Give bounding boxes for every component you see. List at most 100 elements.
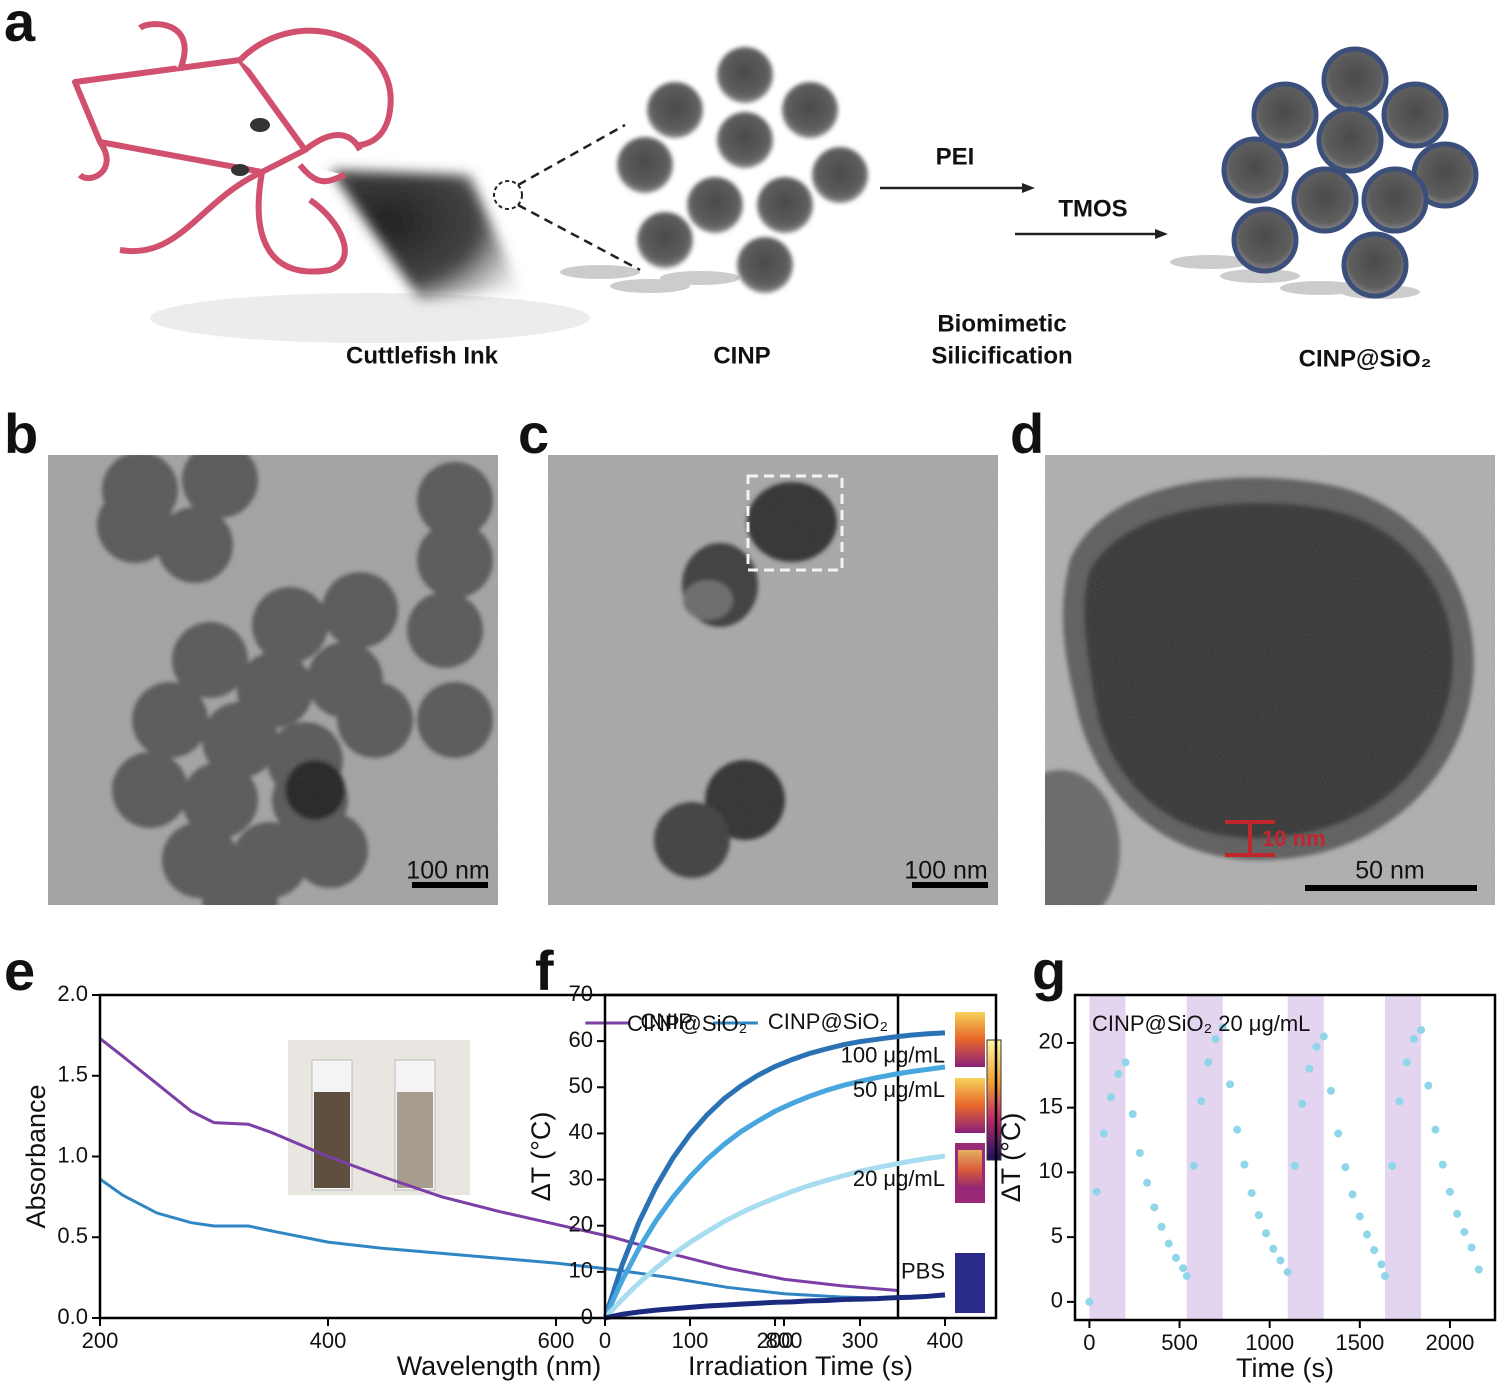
coated-particle xyxy=(1341,231,1409,299)
shadow xyxy=(660,271,740,285)
x-tick-label: 0 xyxy=(599,1328,611,1353)
particle xyxy=(812,147,868,203)
silica-particles xyxy=(1170,46,1479,299)
panel-label: a xyxy=(4,0,36,53)
particle xyxy=(687,177,743,233)
laser-on-span xyxy=(1089,995,1126,1320)
series-label: 20 μg/mL xyxy=(853,1166,945,1191)
data-line xyxy=(602,1030,946,1319)
data-line xyxy=(604,1292,946,1321)
y-tick-label: 10 xyxy=(1039,1158,1063,1183)
data-point xyxy=(1121,1058,1130,1067)
reaction-arrows xyxy=(880,183,1168,239)
schematic-label: CINP xyxy=(713,342,770,369)
data-point xyxy=(1254,1211,1263,1220)
particle xyxy=(617,137,673,193)
cinp-particles xyxy=(560,47,868,293)
coated-particle xyxy=(1251,81,1319,149)
particle xyxy=(737,237,793,293)
coated-particle xyxy=(1321,46,1389,114)
data-point xyxy=(1377,1260,1386,1269)
y-tick-label: 5 xyxy=(1051,1223,1063,1248)
scale-bar-label: 50 nm xyxy=(1355,857,1424,885)
y-tick-label: 0.0 xyxy=(57,1304,88,1329)
data-point xyxy=(1363,1230,1372,1239)
x-tick-label: 1500 xyxy=(1335,1330,1384,1355)
y-tick-label: 30 xyxy=(569,1165,593,1190)
coated-particle xyxy=(1381,81,1449,149)
schematic-label: Biomimetic xyxy=(937,310,1066,337)
data-point xyxy=(1269,1244,1278,1253)
shell-label: 10 nm xyxy=(1262,826,1326,851)
data-point xyxy=(1438,1160,1447,1169)
tem-image xyxy=(48,455,498,905)
schematic-label: TMOS xyxy=(1058,195,1127,222)
data-point xyxy=(1179,1264,1188,1273)
data-point xyxy=(1099,1129,1108,1138)
shadow xyxy=(1280,281,1360,295)
shadow xyxy=(1170,255,1250,269)
data-point xyxy=(1467,1243,1476,1252)
data-point xyxy=(1211,1035,1220,1044)
y-tick-label: 40 xyxy=(569,1119,593,1144)
panel-label: d xyxy=(1010,402,1044,465)
data-line xyxy=(99,1177,899,1301)
panel-label: b xyxy=(4,402,38,465)
series-label: 100 μg/mL xyxy=(841,1043,945,1068)
shadow xyxy=(560,265,640,279)
data-point xyxy=(1326,1086,1335,1095)
y-tick-label: 0 xyxy=(581,1304,593,1329)
data-point xyxy=(1247,1189,1256,1198)
y-tick-label: 60 xyxy=(569,1027,593,1052)
data-point xyxy=(1312,1042,1321,1051)
laser-on-span xyxy=(1385,995,1422,1320)
data-point xyxy=(1409,1035,1418,1044)
y-tick-label: 20 xyxy=(1039,1029,1063,1054)
scale-bar xyxy=(912,882,988,888)
scale-bar xyxy=(1305,885,1477,891)
data-point xyxy=(1402,1058,1411,1067)
data-point xyxy=(1298,1099,1307,1108)
data-point xyxy=(1334,1129,1343,1138)
data-point xyxy=(1370,1246,1379,1255)
schematic-label: PEI xyxy=(936,143,975,170)
panel-label: f xyxy=(535,939,554,1002)
data-point xyxy=(1424,1081,1433,1090)
coated-particle xyxy=(1221,136,1289,204)
data-point xyxy=(1319,1032,1328,1041)
laser-on-span xyxy=(1186,995,1223,1320)
x-axis-label: Wavelength (nm) xyxy=(397,1351,602,1381)
scale-bar-label: 100 nm xyxy=(904,857,987,885)
schematic-label: Silicification xyxy=(931,342,1072,369)
particle xyxy=(717,47,773,103)
tem-image xyxy=(1045,455,1495,905)
data-point xyxy=(1290,1161,1299,1170)
data-point xyxy=(1445,1187,1454,1196)
particle xyxy=(647,82,703,138)
data-point xyxy=(1204,1058,1213,1067)
plot-frame xyxy=(1073,993,1497,1322)
y-axis-label: ΔT (°C) xyxy=(996,1113,1026,1203)
x-tick-label: 0 xyxy=(1083,1330,1095,1355)
data-point xyxy=(1182,1271,1191,1280)
x-tick-label: 800 xyxy=(766,1328,803,1353)
panel-label: g xyxy=(1032,939,1066,1002)
data-point xyxy=(1150,1203,1159,1212)
data-line xyxy=(602,1064,946,1320)
data-point xyxy=(1157,1222,1166,1231)
data-point xyxy=(1218,1023,1227,1032)
x-axis-label: Irradiation Time (s) xyxy=(688,1351,913,1381)
x-tick-label: 500 xyxy=(1161,1330,1198,1355)
x-tick-label: 200 xyxy=(757,1328,794,1353)
panel-label: c xyxy=(518,402,549,465)
plot-frame xyxy=(603,993,998,1320)
thermal-images xyxy=(955,1012,1002,1313)
x-tick-label: 300 xyxy=(842,1328,879,1353)
y-tick-label: 2.0 xyxy=(57,981,88,1006)
x-tick-label: 200 xyxy=(82,1328,119,1353)
data-point xyxy=(1381,1271,1390,1280)
plot-frame xyxy=(98,993,900,1320)
schematic-label: CINP@SiO₂ xyxy=(1299,345,1432,372)
scale-bar xyxy=(412,882,488,888)
